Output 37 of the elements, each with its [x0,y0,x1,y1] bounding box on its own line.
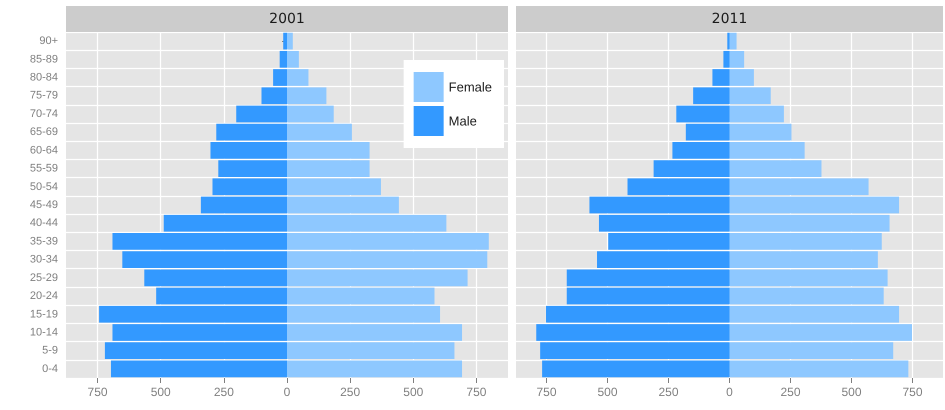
x-tick-label: 500 [841,385,862,399]
y-tick-label: 15-19 [30,308,58,320]
y-tick-label: 0-4 [42,362,58,375]
y-tick-label: 70-74 [30,108,58,120]
x-tick-label: 250 [340,385,360,399]
x-tick-label: 500 [403,385,424,399]
x-tick-label: 250 [214,385,234,399]
y-tick-label: 80-84 [30,72,58,84]
y-tick-label: 35-39 [30,235,58,248]
x-tick-label: 0 [726,385,734,399]
y-tick-label: 25-29 [30,272,58,284]
legend-label: Female [448,80,492,94]
chart-title: 2011 [516,6,943,32]
y-tick-label: 50-54 [30,180,58,193]
x-tick-label: 250 [780,385,801,399]
y-tick-label: 20-24 [30,290,58,302]
x-tick-label: 750 [902,385,923,399]
y-tick-label: 75-79 [30,90,58,102]
x-tick-label: 0 [284,385,291,399]
y-tick-label: 90+ [39,35,58,48]
y-tick-label: 65-69 [30,126,58,138]
y-tick-label: 55-59 [30,162,58,175]
x-tick-label: 750 [536,385,557,399]
y-tick-label: 10-14 [30,326,58,338]
x-tick-label: 750 [88,385,108,399]
x-tick-label: 750 [466,385,487,399]
y-tick-label: 5-9 [42,344,58,357]
y-tick-label: 60-64 [30,144,58,156]
y-tick-label: 30-34 [30,254,58,266]
y-tick-label: 85-89 [30,53,58,66]
x-tick-label: 500 [597,385,618,399]
legend-label: Male [448,114,477,128]
x-tick-label: 250 [658,385,679,399]
x-tick-label: 500 [150,385,172,399]
chart-title: 2001 [66,6,508,32]
y-tick-label: 45-49 [30,199,58,211]
y-tick-label: 40-44 [30,217,58,230]
